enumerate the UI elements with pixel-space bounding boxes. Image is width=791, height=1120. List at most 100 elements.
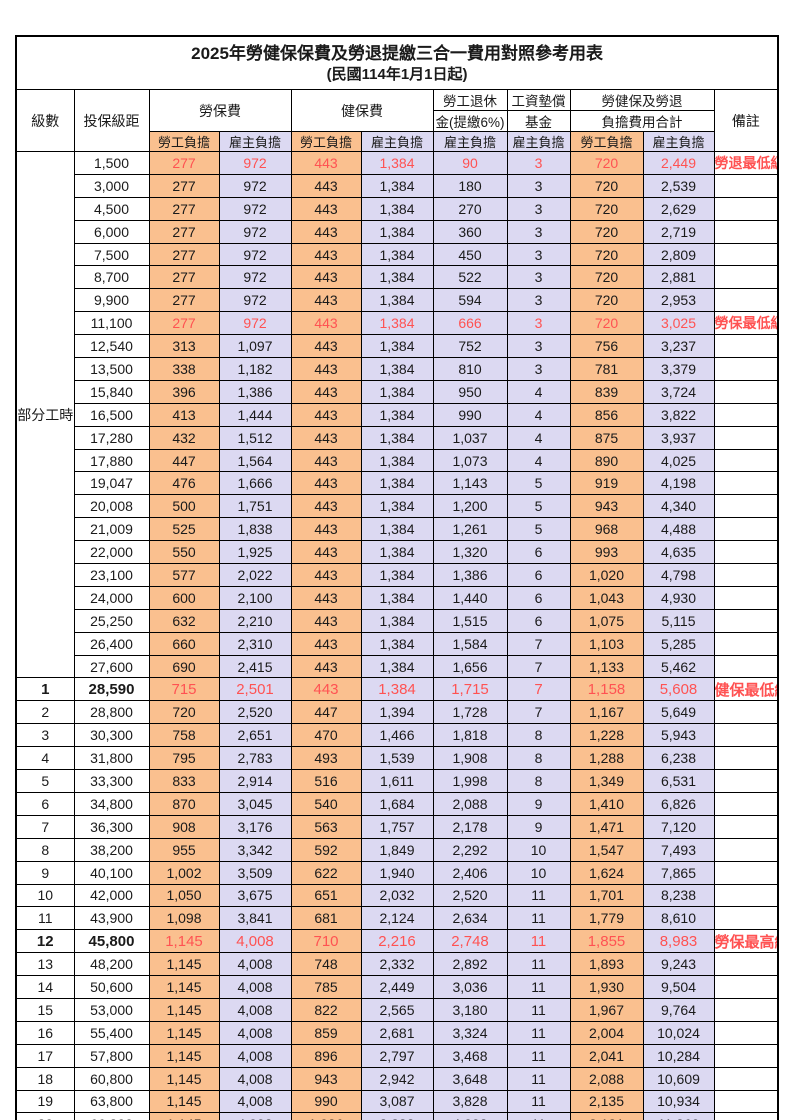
health-employee-cell: 785 [290,975,362,999]
labor-employer-cell: 2,310 [218,631,292,656]
total-employee-cell: 1,967 [569,997,644,1022]
health-employee-cell: 470 [290,723,362,748]
total-employer-cell: 2,629 [642,196,715,221]
pension-employer-cell: 1,715 [432,677,508,702]
remark-cell: 健保最低級距 [713,677,779,702]
remark-cell [713,769,779,793]
labor-employee-cell: 1,145 [148,997,220,1022]
health-employer-cell: 3,233 [360,1112,434,1120]
total-employee-cell: 1,624 [569,860,644,885]
labor-employee-cell: 277 [148,288,220,313]
remark-cell: 勞退最低級距 [713,151,779,175]
labor-employer-cell: 2,022 [218,563,292,587]
labor-employer-cell: 972 [218,288,292,313]
wage-fund-employer-cell: 3 [506,334,571,359]
pension-employer-cell: 1,200 [432,494,508,519]
remark-cell [713,425,779,450]
table-row: 10 42,000 1,050 3,675 651 2,032 2,520 11 1,701 8,… [15,883,779,908]
pension-employer-cell: 2,406 [432,860,508,885]
total-employer-cell: 3,237 [642,334,715,359]
labor-employer-cell: 4,008 [218,975,292,999]
health-employer-cell: 1,384 [360,242,434,267]
title-row: 2025年勞健保保費及勞退提繳三合一費用對照參考用表 (民國114年1月1日起) [15,35,779,90]
total-employee-cell: 2,088 [569,1066,644,1091]
remark-cell [713,540,779,565]
page-subtitle: (民國114年1月1日起) [326,66,468,84]
total-employer-cell: 11,260 [642,1112,715,1120]
remark-cell [713,1043,779,1068]
grade-cell: 2 [15,700,75,725]
total-employee-cell: 890 [569,448,644,473]
health-employee-cell: 443 [290,517,362,542]
grade-cell: 3 [15,723,75,748]
health-employee-cell: 443 [290,151,362,175]
health-employee-cell: 592 [290,837,362,862]
health-employee-cell: 443 [290,540,362,565]
wage-fund-employer-cell: 7 [506,700,571,725]
total-employee-cell: 720 [569,311,644,336]
total-employer-cell: 2,953 [642,288,715,313]
wage-fund-employer-cell: 11 [506,906,571,931]
health-employee-cell: 443 [290,173,362,198]
labor-employer-cell: 4,008 [218,952,292,977]
total-employer-cell: 10,284 [642,1043,715,1068]
table-row: 8 38,200 955 3,342 592 1,849 2,292 10 1,547 7,493 [15,837,779,862]
grade-cell: 14 [15,975,75,999]
bracket-cell: 28,800 [73,700,150,725]
wage-fund-employer-cell: 11 [506,1112,571,1120]
remark-cell [713,837,779,862]
bracket-cell: 63,800 [73,1089,150,1114]
table-row: 15,840 396 1,386 443 1,384 950 4 839 3,724 [16,379,779,404]
wage-fund-employer-cell: 3 [506,219,571,244]
total-employer-cell: 8,238 [642,883,715,908]
labor-employee-cell: 432 [148,425,220,450]
header-wage-fund-employer-share: 雇主負擔 [506,131,571,152]
header-row-group1: 級數 投保級距 勞保費 健保費 勞工退休 工資墊償 勞健保及勞退 備註 [15,89,779,152]
bracket-cell: 20,008 [73,494,150,519]
wage-fund-employer-cell: 3 [506,288,571,313]
health-employee-cell: 443 [290,654,362,679]
remark-cell [713,379,779,404]
bracket-cell: 42,000 [73,883,150,908]
pension-employer-cell: 3,036 [432,975,508,999]
health-employer-cell: 1,384 [360,608,434,633]
labor-employee-cell: 632 [148,608,220,633]
labor-employee-cell: 1,145 [148,1112,220,1120]
remark-cell [713,814,779,839]
wage-fund-employer-cell: 11 [506,1066,571,1091]
labor-employee-cell: 447 [148,448,220,473]
health-employer-cell: 1,849 [360,837,434,862]
pension-employer-cell: 2,748 [432,929,508,954]
table-title-cell: 2025年勞健保保費及勞退提繳三合一費用對照參考用表 (民國114年1月1日起) [15,35,779,90]
pension-employer-cell: 3,180 [432,997,508,1022]
header-remark: 備註 [713,89,779,152]
labor-employer-cell: 2,651 [218,723,292,748]
wage-fund-employer-cell: 7 [506,631,571,656]
remark-cell [713,654,779,679]
total-employer-cell: 5,608 [642,677,715,702]
wage-fund-employer-cell: 4 [506,402,571,427]
wage-fund-employer-cell: 11 [506,1089,571,1114]
health-employer-cell: 1,384 [360,379,434,404]
wage-fund-employer-cell: 3 [506,151,571,175]
wage-fund-employer-cell: 3 [506,173,571,198]
grade-cell: 17 [15,1043,75,1068]
total-employer-cell: 9,764 [642,997,715,1022]
health-employee-cell: 443 [290,242,362,267]
pension-employer-cell: 4,008 [432,1112,508,1120]
labor-employee-cell: 500 [148,494,220,519]
total-employer-cell: 10,609 [642,1066,715,1091]
health-employee-cell: 896 [290,1043,362,1068]
wage-fund-employer-cell: 3 [506,357,571,381]
grade-cell: 9 [15,860,75,885]
remark-cell [713,494,779,519]
labor-employer-cell: 4,008 [218,997,292,1022]
total-employer-cell: 7,865 [642,860,715,885]
bracket-cell: 38,200 [73,837,150,862]
labor-employer-cell: 1,666 [218,471,292,496]
labor-employee-cell: 908 [148,814,220,839]
table-row: 19,047 476 1,666 443 1,384 1,143 5 919 4,198 [16,471,779,496]
labor-employee-cell: 277 [148,311,220,336]
total-employer-cell: 4,488 [642,517,715,542]
health-employer-cell: 2,681 [360,1020,434,1045]
